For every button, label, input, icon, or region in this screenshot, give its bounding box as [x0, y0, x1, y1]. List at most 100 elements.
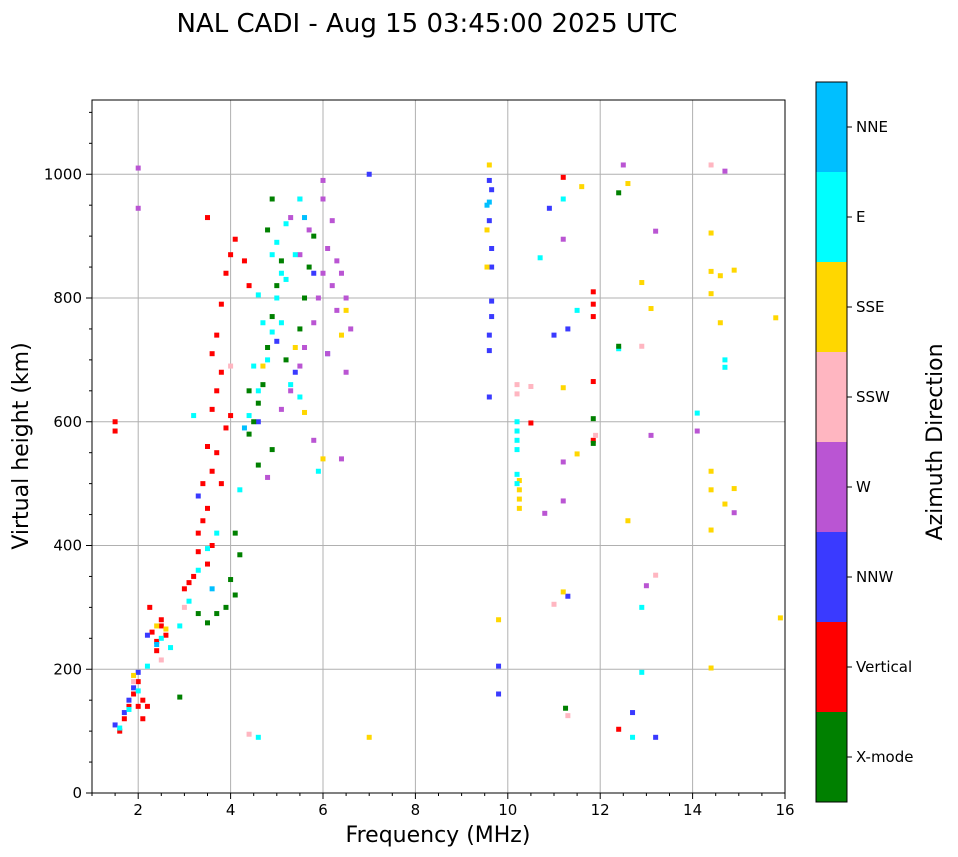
data-point — [546, 205, 552, 211]
data-point — [542, 510, 548, 516]
data-point — [255, 388, 261, 394]
data-point — [560, 498, 566, 504]
data-point — [708, 162, 714, 168]
data-point — [496, 617, 502, 623]
data-point — [246, 283, 252, 289]
data-point — [329, 218, 335, 224]
data-point — [147, 604, 153, 610]
data-point — [484, 264, 490, 270]
data-point — [269, 314, 275, 320]
data-point — [528, 383, 534, 389]
data-point — [708, 268, 714, 274]
data-point — [708, 291, 714, 297]
data-point — [214, 530, 220, 536]
x-tick-label: 4 — [226, 801, 236, 819]
data-point — [274, 295, 280, 301]
data-point — [343, 307, 349, 313]
data-point — [486, 394, 492, 400]
data-point — [214, 611, 220, 617]
data-point — [528, 420, 534, 426]
data-point — [565, 713, 571, 719]
data-point — [590, 440, 596, 446]
data-point — [516, 478, 522, 484]
data-point — [708, 230, 714, 236]
data-point — [486, 177, 492, 183]
data-point — [486, 199, 492, 205]
data-point — [278, 258, 284, 264]
data-point — [205, 215, 210, 221]
y-axis: 0 200 400 600 800 1000 — [44, 111, 92, 802]
data-point — [265, 227, 271, 233]
colorbar: NNE E SSE SSW W NNW Vertical X-mode — [815, 81, 913, 803]
data-point — [516, 505, 522, 511]
data-point — [288, 382, 294, 388]
data-point — [121, 710, 127, 716]
data-point — [154, 642, 160, 647]
data-point — [320, 177, 326, 183]
data-point — [251, 419, 257, 425]
y-tick-label: 1000 — [44, 165, 82, 183]
data-point — [135, 688, 141, 694]
data-point — [297, 196, 303, 202]
data-point — [131, 685, 137, 691]
data-point — [590, 301, 596, 307]
data-point — [121, 716, 127, 722]
data-point — [311, 270, 317, 276]
data-point — [694, 410, 700, 416]
data-point — [246, 731, 252, 737]
data-point — [366, 734, 372, 740]
data-point — [200, 481, 206, 487]
data-point — [135, 703, 141, 709]
data-point — [278, 320, 284, 326]
data-point — [694, 428, 700, 434]
data-point — [112, 722, 118, 728]
colorbar-label: SSW — [856, 388, 890, 406]
data-point — [131, 672, 137, 678]
x-tick-label: 8 — [411, 801, 421, 819]
data-point — [590, 437, 596, 443]
data-point — [288, 388, 294, 394]
data-point — [218, 369, 224, 375]
data-point — [223, 270, 229, 276]
data-point — [616, 343, 622, 349]
data-point — [514, 391, 520, 397]
data-point — [590, 379, 596, 385]
y-tick-label: 800 — [53, 289, 82, 307]
data-point — [140, 697, 146, 703]
colorbar-frame — [815, 81, 848, 803]
data-point — [616, 726, 622, 732]
data-point — [625, 518, 631, 524]
data-point — [366, 171, 372, 177]
data-point — [191, 573, 197, 579]
data-point — [653, 228, 659, 234]
colorbar-swatch-vertical — [816, 622, 847, 712]
data-point — [516, 487, 522, 493]
data-point — [338, 270, 344, 276]
chart-title: NAL CADI - Aug 15 03:45:00 2025 UTC — [177, 9, 678, 39]
data-point — [177, 623, 183, 629]
data-point — [590, 289, 596, 295]
data-point — [195, 611, 201, 617]
data-point — [195, 493, 201, 499]
data-point — [343, 295, 349, 301]
data-point — [241, 425, 247, 431]
data-point — [232, 592, 238, 598]
data-point — [514, 481, 520, 487]
data-point — [648, 432, 654, 438]
data-point — [265, 345, 271, 350]
data-point — [200, 518, 206, 524]
data-point — [292, 345, 298, 350]
data-point — [195, 567, 201, 573]
data-point — [288, 215, 294, 221]
data-point — [551, 601, 557, 607]
y-tick-label: 200 — [53, 660, 82, 678]
data-point — [292, 369, 298, 375]
data-point — [630, 710, 636, 716]
data-point — [205, 620, 210, 626]
colorbar-swatch-ssw — [816, 352, 847, 442]
data-point — [209, 586, 215, 592]
data-point — [241, 258, 247, 264]
data-point — [117, 728, 123, 734]
data-point — [514, 382, 520, 388]
series-e — [117, 196, 728, 740]
